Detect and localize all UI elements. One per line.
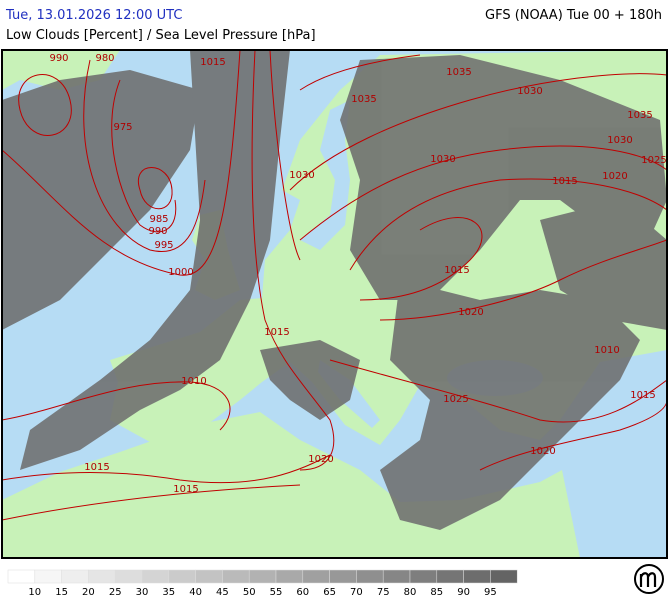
legend-swatch	[222, 569, 250, 584]
map-frame	[1, 49, 668, 559]
header-subtitle: Low Clouds [Percent] / Sea Level Pressur…	[6, 28, 316, 43]
isobar-label: 1015	[200, 57, 225, 68]
isobar-label: 985	[149, 214, 168, 225]
logo-mark	[639, 572, 657, 587]
isobar-label: 1010	[594, 345, 619, 356]
isobar-label: 1015	[552, 176, 577, 187]
legend-label: 15	[55, 587, 68, 598]
isobar-label: 1020	[602, 171, 627, 182]
isobar-label: 1030	[607, 135, 632, 146]
legend-swatch	[248, 569, 277, 584]
legend-swatch	[168, 569, 196, 584]
legend-label: 60	[296, 587, 309, 598]
isobar-label: 1015	[84, 462, 109, 473]
legend-label: 25	[109, 587, 122, 598]
legend-label: 90	[457, 587, 470, 598]
isobar-label: 975	[113, 122, 132, 133]
legend-label: 40	[189, 587, 202, 598]
legend: 10 15 20 25 30 35 40 45 50 55 60 65 70 75 80 85 90 95	[7, 569, 518, 598]
legend-swatch	[61, 569, 89, 584]
legend-swatch	[356, 569, 384, 584]
isobar-label: 1000	[168, 267, 193, 278]
legend-swatch	[302, 569, 330, 584]
header-datetime: Tue, 13.01.2026 12:00 UTC	[5, 8, 182, 23]
isobar-label: 980	[95, 53, 114, 64]
isobar-label: 995	[154, 240, 173, 251]
legend-swatch	[329, 569, 357, 584]
legend-label: 55	[270, 587, 283, 598]
header-model: GFS (NOAA) Tue 00 + 180h	[485, 8, 662, 23]
baltic-sea	[300, 100, 350, 250]
isobar-label: 1035	[351, 94, 376, 105]
isobars	[2, 50, 667, 521]
legend-label: 20	[82, 587, 95, 598]
isobar-label: 1035	[627, 110, 652, 121]
isobar-label: 1030	[289, 170, 314, 181]
logo	[634, 564, 664, 594]
legend-swatch	[7, 569, 36, 584]
legend-swatch	[382, 569, 411, 584]
legend-label: 65	[323, 587, 336, 598]
isobar-label: 1020	[308, 454, 333, 465]
legend-swatch	[114, 569, 143, 584]
legend-swatch	[88, 569, 116, 584]
isobar-label: 1020	[458, 307, 483, 318]
isobar-label: 1010	[181, 376, 206, 387]
legend-label: 50	[243, 587, 256, 598]
legend-label: 70	[350, 587, 363, 598]
isobar-label: 990	[49, 53, 68, 64]
isobar-labels: 990 980 1015 1035 1030 1035 975 1035 1030 1030 102…	[49, 53, 666, 495]
isobar-label: 1015	[264, 327, 289, 338]
isobar-label: 1015	[444, 265, 469, 276]
isobar-label: 990	[148, 226, 167, 237]
isobar-label: 1035	[446, 67, 471, 78]
isobar-label: 1030	[517, 86, 542, 97]
isobar-label: 1015	[630, 390, 655, 401]
legend-swatch	[490, 569, 518, 584]
map	[1, 49, 668, 559]
legend-swatch	[436, 569, 464, 584]
legend-label: 80	[404, 587, 417, 598]
isobar-label: 1015	[173, 484, 198, 495]
legend-label: 35	[162, 587, 175, 598]
isobar-label: 1020	[530, 446, 555, 457]
legend-label: 85	[430, 587, 443, 598]
legend-swatch	[34, 569, 62, 584]
isobar-label: 1025	[641, 155, 666, 166]
legend-label: 45	[216, 587, 229, 598]
legend-label: 30	[136, 587, 149, 598]
legend-swatch	[409, 569, 438, 584]
legend-label: 95	[484, 587, 497, 598]
isobar-label: 1025	[443, 394, 468, 405]
legend-swatch	[275, 569, 304, 584]
legend-swatch	[195, 569, 223, 584]
legend-label: 75	[377, 587, 390, 598]
legend-swatch	[141, 569, 170, 584]
isobar-label: 1030	[430, 154, 455, 165]
legend-swatch	[463, 569, 491, 584]
legend-label: 10	[28, 587, 41, 598]
